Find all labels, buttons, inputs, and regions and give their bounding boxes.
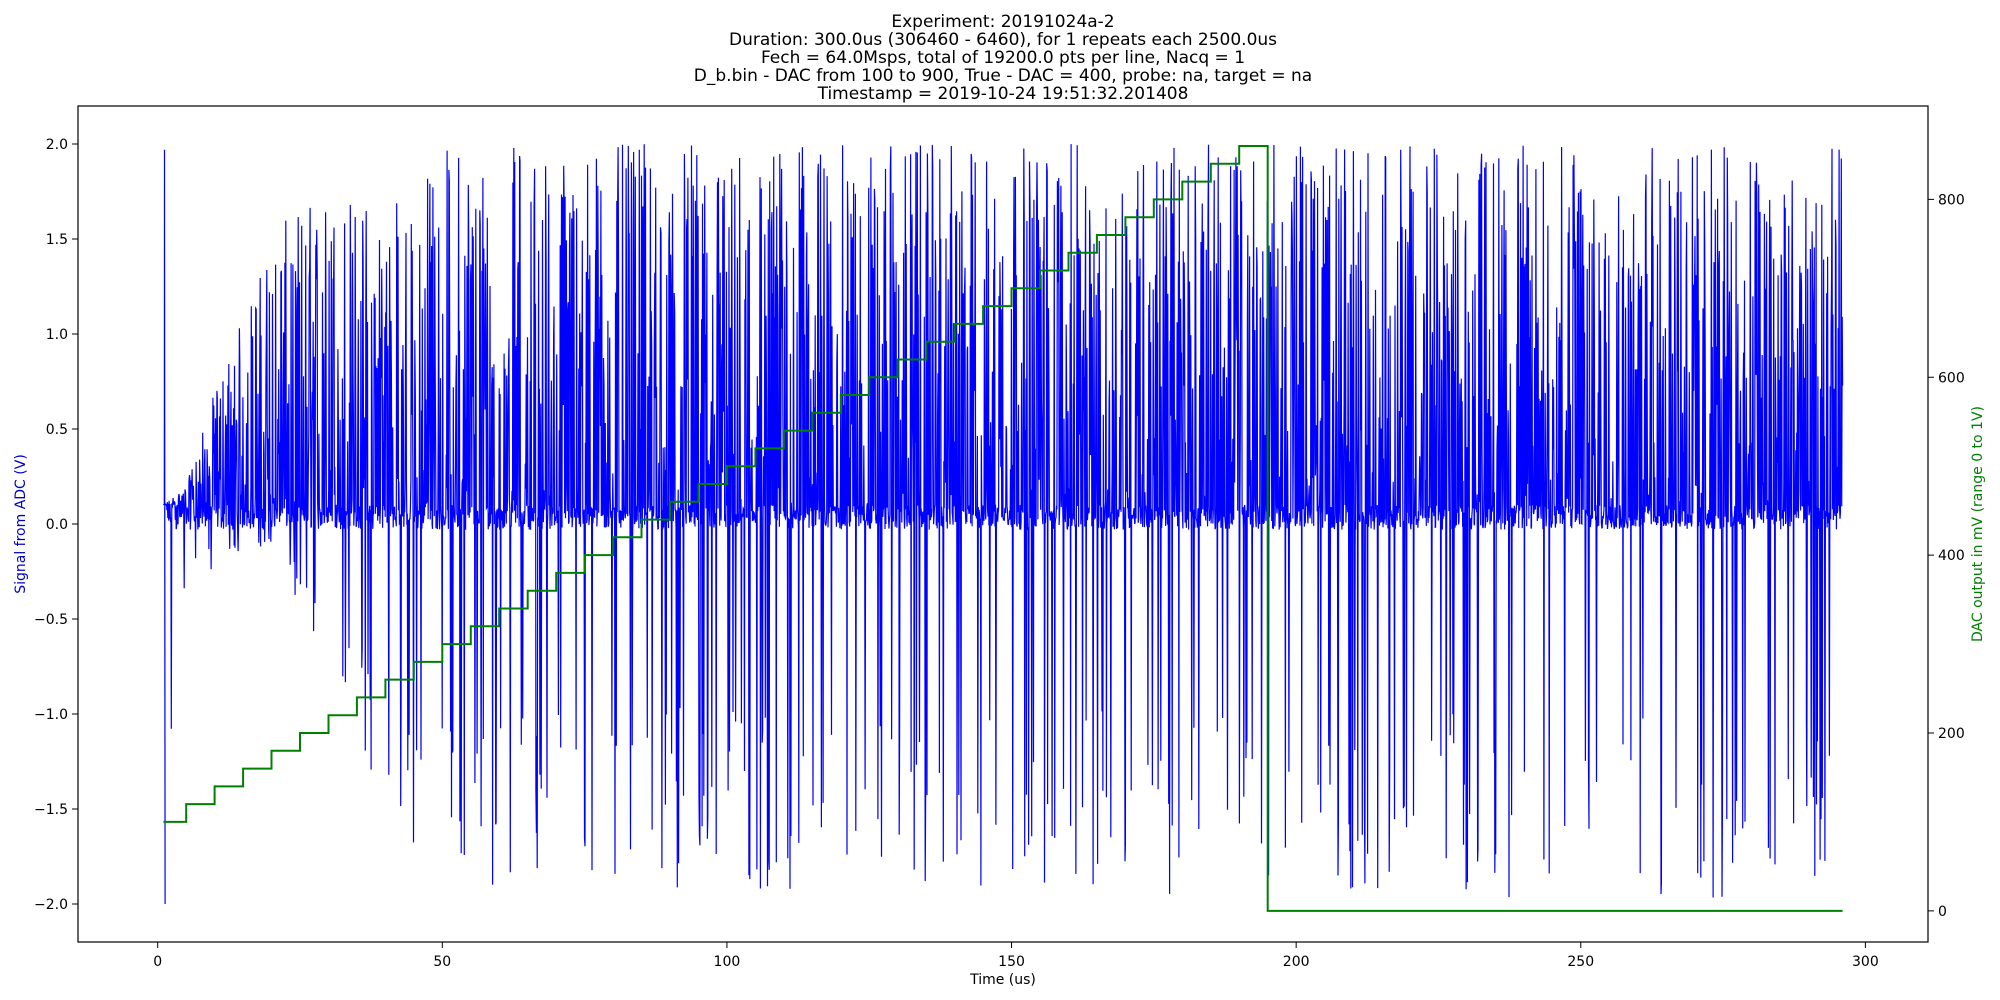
chart-title: Experiment: 20191024a-2 Duration: 300.0u… <box>694 12 1312 104</box>
title-line-2: Duration: 300.0us (306460 - 6460), for 1… <box>729 30 1277 50</box>
y-axis-left-label: Signal from ADC (V) <box>13 454 29 594</box>
y-left-tick-label: −0.5 <box>34 612 68 628</box>
y-right-tick-label: 200 <box>1938 726 1965 742</box>
y-right-tick-label: 0 <box>1938 904 1947 920</box>
title-line-4: D_b.bin - DAC from 100 to 900, True - DA… <box>694 66 1312 86</box>
series-adc-line <box>162 144 1844 905</box>
y-left-tick-label: 1.5 <box>46 232 68 248</box>
y-left-tick-label: −1.0 <box>34 707 68 723</box>
y-left-tick-label: −1.5 <box>34 802 68 818</box>
title-line-1: Experiment: 20191024a-2 <box>891 12 1114 32</box>
x-tick-label: 0 <box>153 954 162 970</box>
x-tick-label: 100 <box>714 954 741 970</box>
x-tick-label: 50 <box>433 954 451 970</box>
x-axis: 0 50 100 150 200 250 300 <box>153 942 1879 970</box>
series-dac-line <box>163 145 1843 912</box>
plot-area <box>162 144 1844 912</box>
x-tick-label: 150 <box>998 954 1025 970</box>
y-left-tick-label: 1.0 <box>46 327 68 343</box>
y-right-tick-label: 400 <box>1938 548 1965 564</box>
y-right-tick-label: 800 <box>1938 192 1965 208</box>
y-right-tick-label: 600 <box>1938 370 1965 386</box>
title-line-5: Timestamp = 2019-10-24 19:51:32.201408 <box>817 84 1189 104</box>
y-left-tick-label: 2.0 <box>46 137 68 153</box>
y-axis-right-label: DAC output in mV (range 0 to 1V) <box>1970 406 1986 642</box>
x-axis-label: Time (us) <box>969 972 1036 988</box>
y-axis-right: 0 200 400 600 800 <box>1928 192 1965 920</box>
x-tick-label: 200 <box>1283 954 1310 970</box>
y-left-tick-label: 0.0 <box>46 517 68 533</box>
x-tick-label: 250 <box>1567 954 1594 970</box>
x-tick-label: 300 <box>1852 954 1879 970</box>
y-axis-left: −2.0 −1.5 −1.0 −0.5 0.0 0.5 1.0 1.5 2.0 <box>34 137 78 913</box>
y-left-tick-label: −2.0 <box>34 897 68 913</box>
title-line-3: Fech = 64.0Msps, total of 19200.0 pts pe… <box>761 48 1245 68</box>
y-left-tick-label: 0.5 <box>46 422 68 438</box>
